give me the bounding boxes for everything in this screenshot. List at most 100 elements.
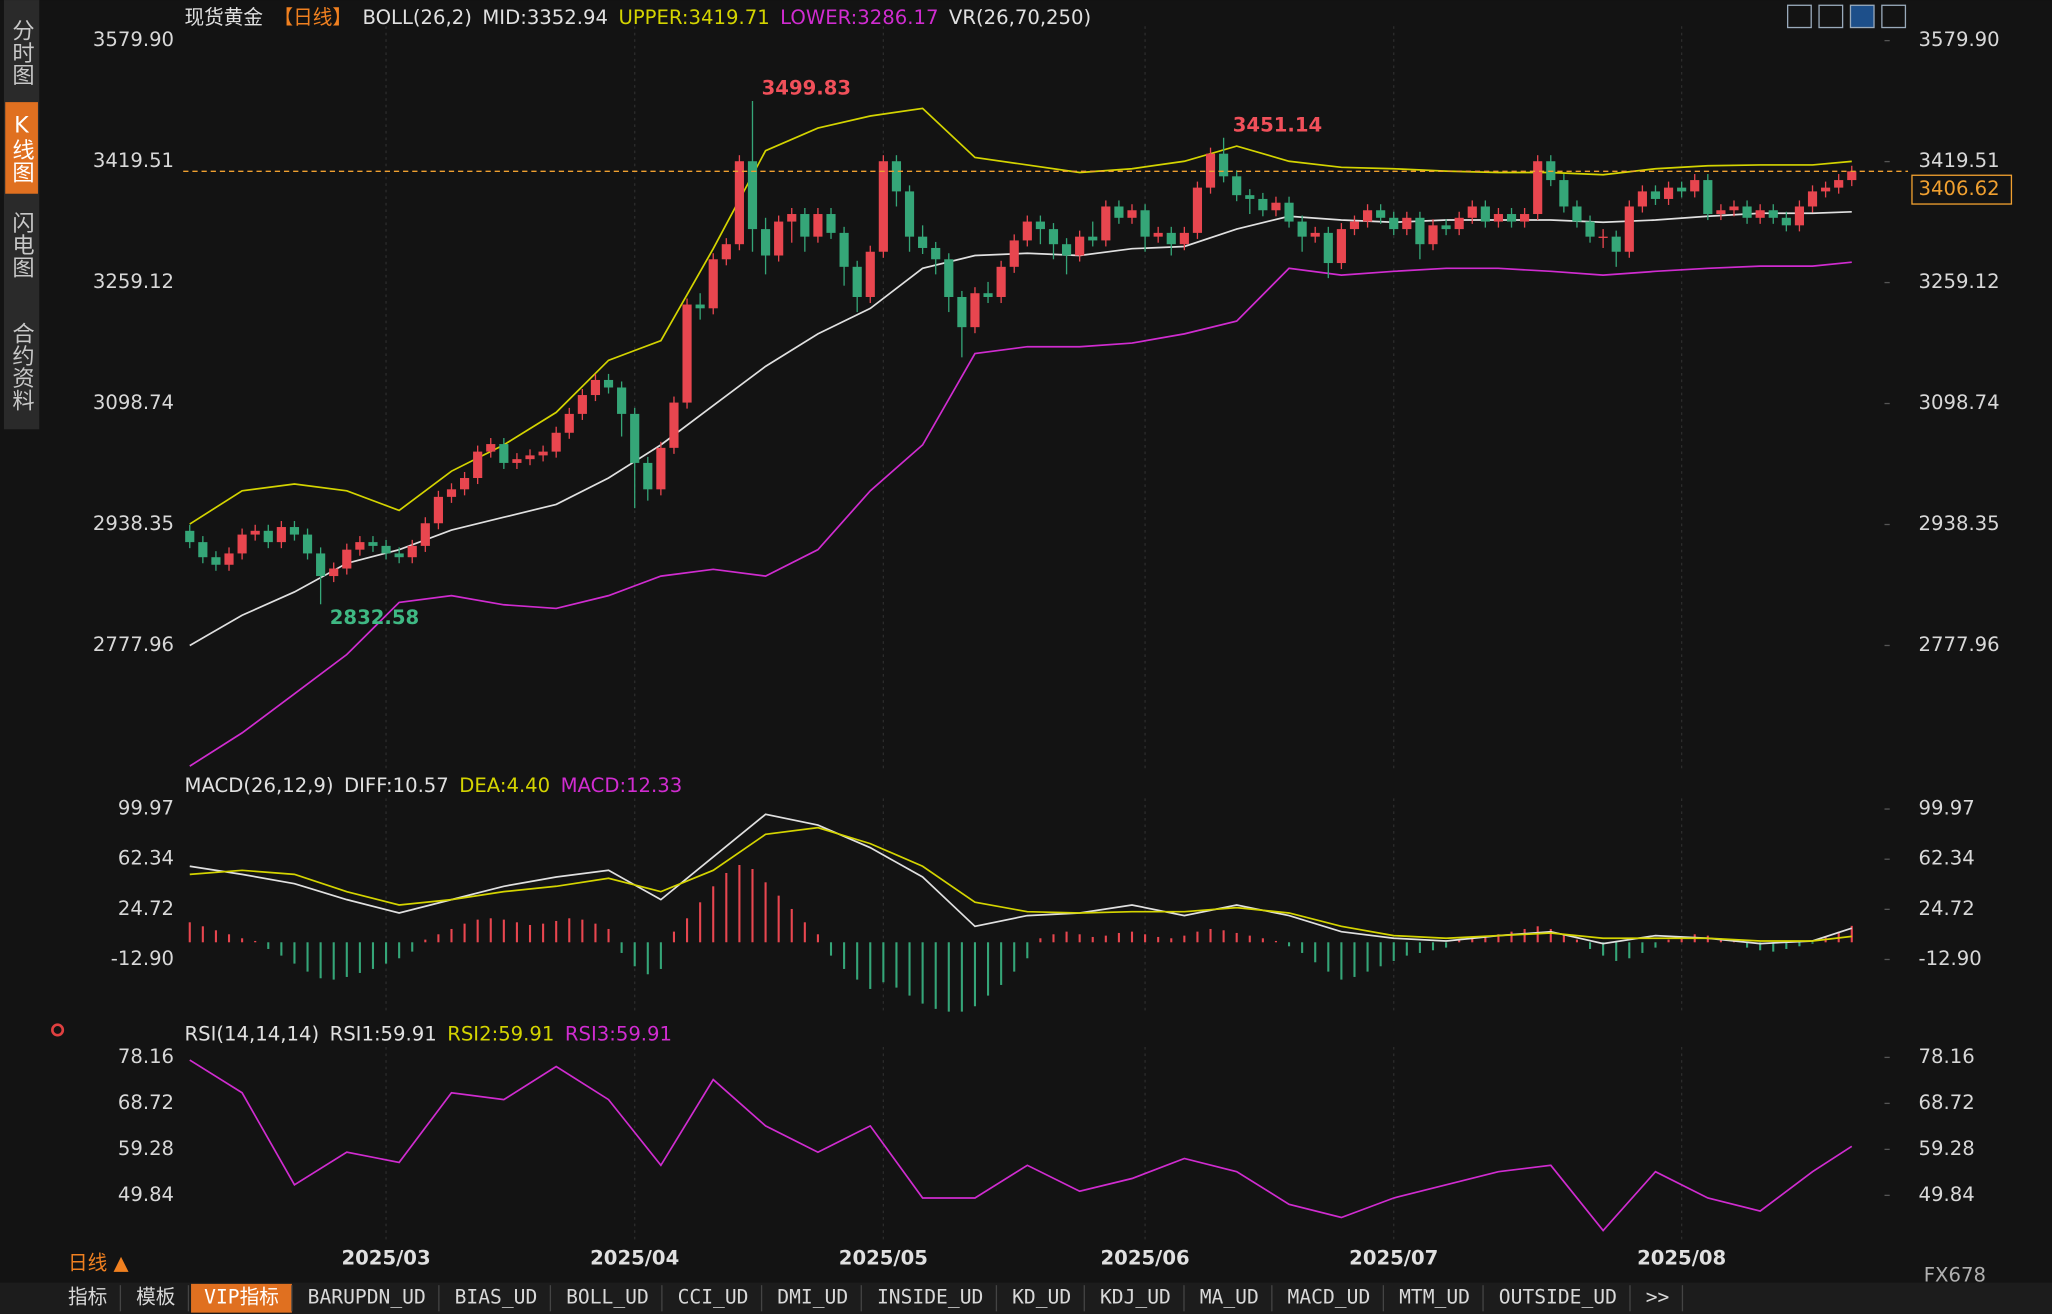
candle-body [459,478,470,490]
tab[interactable]: 模板 [136,1286,175,1309]
candle-body [1061,244,1072,256]
candle-body [1192,187,1203,233]
period-label[interactable]: 日线 ▲ [68,1252,129,1275]
candle-body [708,259,718,309]
y-tick-label: -12.90 [111,947,174,970]
candle-body [1834,180,1844,188]
annotation: 2832.58 [330,606,419,629]
tab[interactable]: OUTSIDE_UD [1499,1286,1617,1309]
icon [51,1023,65,1037]
candle-body [1284,202,1294,222]
tab[interactable]: 指标 [68,1286,107,1309]
tab[interactable]: MACD_UD [1288,1286,1371,1309]
candle-body [1153,232,1163,237]
tab[interactable]: BOLL_UD [566,1286,649,1309]
legend-item: VR(26,70,250) [949,6,1091,29]
candle-body [1794,206,1805,226]
y-tick-label: 78.16 [1919,1045,1975,1068]
candle-body [289,527,300,535]
tab[interactable]: KDJ_UD [1100,1286,1171,1309]
candle-body [1807,191,1818,207]
icon[interactable] [1881,4,1907,29]
candle-body [1520,214,1530,222]
y-tick-label: 59.28 [1919,1137,1975,1160]
candle-body [211,557,221,565]
sidebar [3,0,40,430]
last-price-label: 3406.62 [1919,177,2000,200]
candle-body [473,451,483,479]
candle-body [957,296,967,328]
candle-body [185,530,195,543]
tab[interactable]: DMI_UD [777,1286,848,1309]
candle-body [1559,180,1569,207]
x-tick-label: 2025/04 [590,1246,679,1269]
y-tick-label: 3419.51 [93,149,174,172]
icon[interactable] [1818,4,1844,29]
candle-body [1768,210,1778,218]
candle-body [630,413,640,463]
candle-body [1179,232,1189,245]
candle-body [1349,221,1360,230]
candle-body [551,432,561,452]
x-tick-label: 2025/05 [839,1246,928,1269]
candle-body [368,542,378,546]
legend-item: BOLL(26,2) [362,6,471,29]
tab[interactable]: VIP指标 [204,1286,279,1309]
legend-item: 【日线】 [273,6,352,29]
y-tick-label: 99.97 [1919,797,1975,820]
y-tick-label: -12.90 [1919,947,1982,970]
y-tick-label: 24.72 [1919,897,1975,920]
candle-body [1101,206,1111,241]
candle-body [1297,221,1307,237]
candle-body [250,530,260,535]
tab-bg [1086,1283,1184,1313]
tab[interactable]: BIAS_UD [455,1286,538,1309]
tab-bg [1385,1283,1484,1313]
tab[interactable]: >> [1646,1286,1670,1309]
icon[interactable] [1849,4,1875,29]
legend-item: 现货黄金 [185,6,264,29]
y-tick-label: 68.72 [1919,1091,1975,1114]
tab-bg [764,1283,862,1313]
sidebar-tab[interactable]: K线图 [8,113,34,184]
candle-body [970,293,980,328]
icon[interactable] [1786,4,1812,29]
tab-bg [1186,1283,1272,1313]
sidebar-tab[interactable]: 合约资料 [8,322,34,412]
y-tick-label: 2777.96 [93,633,174,656]
line [189,261,1852,767]
sidebar-tab[interactable]: 闪电图 [8,211,34,278]
candle-body [813,214,823,237]
candle-body [1729,206,1739,211]
candle-body [656,447,666,490]
y-tick-label: 62.34 [1919,847,1975,870]
tab[interactable]: BARUPDN_UD [308,1286,426,1309]
y-tick-label: 2777.96 [1919,633,2000,656]
y-tick-label: 24.72 [118,897,174,920]
candle-body [1480,206,1490,222]
legend-item: RSI(14,14,14) [185,1023,320,1046]
tab[interactable]: INSIDE_UD [877,1286,983,1309]
candle-body [931,247,941,260]
sidebar-tab[interactable]: 分时图 [8,19,34,86]
candle-body [1310,232,1320,237]
candle-body [198,542,208,558]
last-price-box [1911,174,2013,205]
candle-body [1376,210,1386,218]
candle-body [1205,153,1216,188]
x-tick-label: 2025/08 [1637,1246,1726,1269]
candle-body [381,545,391,554]
candle-body [577,395,587,414]
tab[interactable]: CCI_UD [678,1286,749,1309]
candle-body [891,161,902,192]
tab-bg [191,1283,292,1313]
candle-body [1611,236,1621,252]
candle-body [263,530,273,543]
tab[interactable]: MA_UD [1200,1286,1259,1309]
tab[interactable]: KD_UD [1012,1286,1071,1309]
tab[interactable]: MTM_UD [1399,1286,1470,1309]
y-tick-label: 68.72 [118,1091,174,1114]
candle-body [983,293,993,297]
legend-item: MACD:12.33 [561,774,683,797]
